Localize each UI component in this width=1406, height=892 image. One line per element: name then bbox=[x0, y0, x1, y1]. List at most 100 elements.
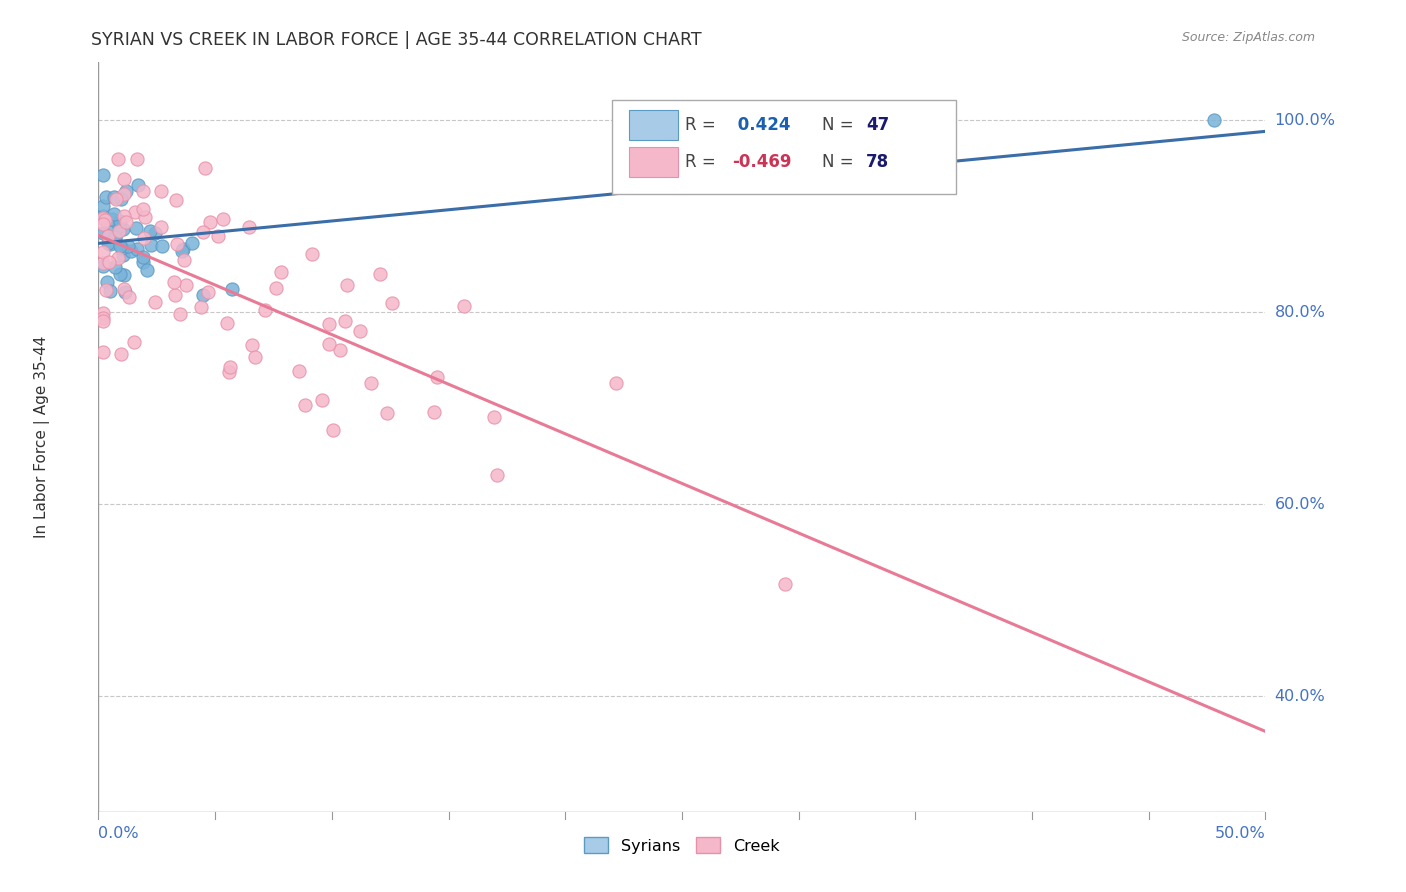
Text: 80.0%: 80.0% bbox=[1275, 305, 1326, 319]
Text: 40.0%: 40.0% bbox=[1275, 689, 1326, 704]
Point bbox=[145, 227, 167, 241]
Point bbox=[105, 192, 128, 206]
Point bbox=[318, 317, 340, 331]
Point bbox=[138, 224, 160, 238]
Point bbox=[96, 190, 118, 204]
Point bbox=[103, 207, 125, 221]
Point bbox=[322, 423, 344, 437]
Text: R =: R = bbox=[685, 153, 721, 171]
Text: R =: R = bbox=[685, 116, 721, 134]
Point bbox=[368, 268, 391, 282]
Point bbox=[212, 211, 235, 226]
Point bbox=[98, 226, 121, 240]
Point bbox=[349, 325, 371, 339]
Point bbox=[219, 359, 242, 374]
Point bbox=[132, 250, 155, 264]
Point bbox=[96, 283, 118, 297]
Point bbox=[93, 259, 115, 273]
Point bbox=[193, 288, 215, 302]
Point bbox=[335, 313, 357, 327]
Point bbox=[111, 248, 134, 262]
Point bbox=[91, 313, 114, 327]
Text: -0.469: -0.469 bbox=[733, 153, 792, 171]
Text: Source: ZipAtlas.com: Source: ZipAtlas.com bbox=[1181, 31, 1315, 45]
Point bbox=[336, 278, 359, 293]
FancyBboxPatch shape bbox=[612, 100, 956, 194]
Point bbox=[91, 169, 114, 183]
Point bbox=[218, 365, 240, 379]
Point bbox=[172, 244, 194, 259]
Point bbox=[110, 192, 132, 206]
Point bbox=[107, 152, 129, 166]
Point bbox=[328, 343, 350, 358]
Point bbox=[318, 336, 340, 351]
Point bbox=[143, 294, 166, 309]
Point bbox=[134, 210, 156, 224]
Point bbox=[173, 252, 195, 267]
Point bbox=[141, 238, 163, 252]
Point bbox=[266, 280, 288, 294]
Point bbox=[112, 268, 135, 282]
Point bbox=[111, 222, 134, 236]
Point bbox=[375, 406, 398, 420]
Point bbox=[124, 205, 146, 219]
Point bbox=[108, 214, 131, 228]
Point bbox=[198, 214, 221, 228]
Point bbox=[122, 334, 145, 349]
Point bbox=[127, 178, 149, 192]
Point bbox=[240, 338, 263, 352]
Point bbox=[115, 215, 138, 229]
Text: 100.0%: 100.0% bbox=[1275, 112, 1336, 128]
Point bbox=[91, 244, 114, 259]
Point bbox=[166, 237, 188, 252]
Point bbox=[423, 405, 446, 419]
Point bbox=[114, 172, 136, 186]
Point bbox=[96, 275, 118, 289]
Text: N =: N = bbox=[823, 153, 859, 171]
Point bbox=[426, 370, 449, 384]
Point bbox=[120, 244, 142, 258]
Point bbox=[118, 290, 141, 304]
Point bbox=[485, 467, 508, 482]
Point bbox=[270, 265, 292, 279]
Point bbox=[111, 241, 134, 255]
Text: 0.0%: 0.0% bbox=[98, 826, 139, 841]
Point bbox=[150, 239, 173, 253]
Legend: Syrians, Creek: Syrians, Creek bbox=[578, 830, 786, 860]
Point bbox=[94, 213, 117, 227]
Point bbox=[91, 199, 114, 213]
Point bbox=[114, 285, 136, 299]
Point bbox=[132, 202, 155, 217]
Point bbox=[294, 398, 316, 412]
Point bbox=[605, 376, 627, 390]
Point bbox=[107, 217, 129, 231]
Point bbox=[110, 347, 132, 361]
Point bbox=[117, 238, 139, 252]
Point bbox=[132, 184, 155, 198]
Point bbox=[163, 288, 186, 302]
Point bbox=[97, 229, 120, 244]
Point bbox=[97, 235, 120, 250]
Point bbox=[104, 230, 127, 244]
Point bbox=[91, 226, 114, 240]
Point bbox=[360, 376, 382, 391]
Point bbox=[287, 364, 309, 378]
Point bbox=[112, 186, 135, 201]
Point bbox=[127, 242, 149, 256]
Point bbox=[165, 193, 187, 207]
Point bbox=[91, 218, 114, 232]
Point bbox=[115, 184, 138, 198]
Point bbox=[254, 303, 277, 318]
Point bbox=[453, 300, 475, 314]
Point bbox=[98, 285, 121, 299]
Point bbox=[91, 211, 114, 225]
Point bbox=[136, 263, 159, 277]
Point bbox=[93, 311, 115, 326]
Point bbox=[238, 219, 260, 234]
Text: In Labor Force | Age 35-44: In Labor Force | Age 35-44 bbox=[34, 336, 51, 538]
Point bbox=[127, 152, 149, 166]
Point bbox=[103, 190, 125, 204]
Point bbox=[163, 276, 186, 290]
Text: SYRIAN VS CREEK IN LABOR FORCE | AGE 35-44 CORRELATION CHART: SYRIAN VS CREEK IN LABOR FORCE | AGE 35-… bbox=[91, 31, 702, 49]
Point bbox=[104, 260, 127, 274]
